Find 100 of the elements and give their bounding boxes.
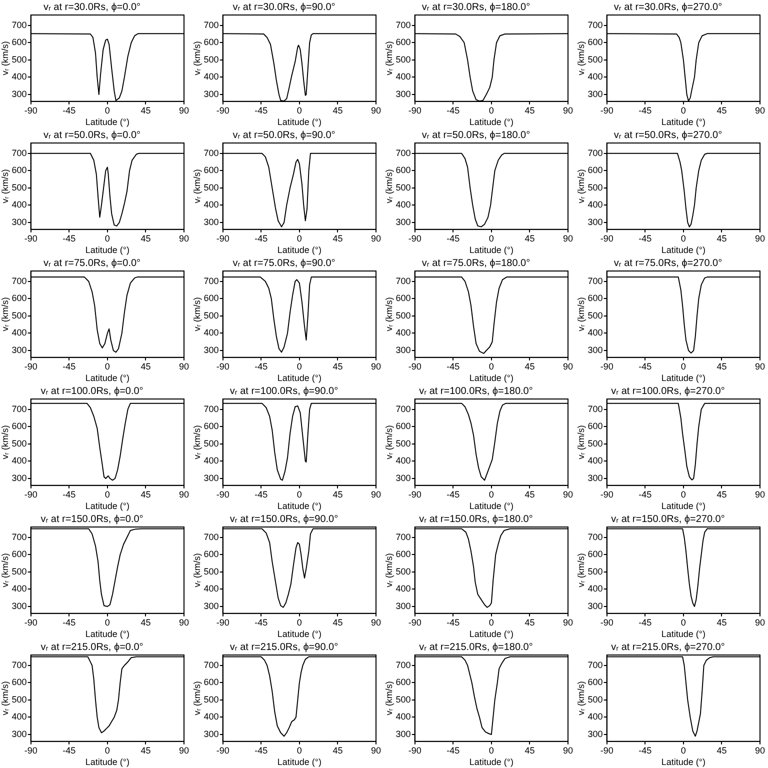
y-tick-label: 700	[396, 148, 411, 158]
x-tick-label: -90	[216, 617, 230, 628]
x-tick-label: 90	[370, 745, 382, 756]
y-tick-label: 400	[396, 712, 411, 722]
x-tick-label: 0	[680, 233, 686, 244]
y-tick-label: 400	[12, 200, 27, 210]
x-tick-label: 90	[178, 105, 190, 116]
y-tick-label: 400	[12, 72, 27, 82]
y-axis-title: vᵣ (km/s)	[0, 169, 10, 204]
y-tick-label: 600	[204, 549, 219, 560]
y-tick-label: 400	[588, 456, 603, 466]
x-tick-label: 45	[140, 361, 151, 372]
x-tick-label: 90	[562, 361, 574, 372]
x-tick-label: 90	[754, 233, 766, 244]
y-axis-title: vᵣ (km/s)	[576, 169, 586, 204]
y-tick-label: 600	[396, 165, 411, 176]
x-tick-label: -45	[446, 105, 460, 116]
x-tick-label: -90	[408, 361, 422, 372]
x-tick-label: 45	[524, 361, 535, 372]
y-tick-label: 400	[396, 72, 411, 82]
x-tick-label: 0	[296, 105, 302, 116]
y-axis-title: vᵣ (km/s)	[192, 169, 202, 204]
x-tick-label: 0	[296, 617, 302, 628]
x-tick-label: -90	[408, 489, 422, 500]
y-tick-label: 500	[12, 694, 27, 704]
y-tick-label: 300	[12, 472, 27, 483]
x-tick-label: 45	[524, 105, 535, 116]
chart-title: vᵣ at r=75.0Rs, ϕ=0.0°	[43, 258, 141, 269]
chart-title: vᵣ at r=30.0Rs, ϕ=270.0°	[614, 2, 722, 13]
y-tick-label: 300	[204, 472, 219, 483]
x-axis-title: Latitude (°)	[661, 501, 706, 512]
x-tick-label: 0	[296, 489, 302, 500]
x-axis-title: Latitude (°)	[277, 245, 322, 256]
x-tick-label: 0	[488, 489, 494, 500]
y-tick-label: 700	[12, 148, 27, 158]
y-tick-label: 500	[588, 694, 603, 704]
x-axis-title: Latitude (°)	[277, 757, 322, 768]
y-tick-label: 300	[204, 216, 219, 227]
x-tick-label: 90	[754, 617, 766, 628]
y-tick-label: 300	[396, 600, 411, 611]
x-axis-title: Latitude (°)	[661, 245, 706, 256]
x-tick-label: 45	[716, 361, 727, 372]
chart-title: vᵣ at r=215.0Rs, ϕ=0.0°	[40, 642, 144, 653]
y-tick-label: 400	[12, 456, 27, 466]
x-axis-title: Latitude (°)	[277, 501, 322, 512]
y-axis-title: vᵣ (km/s)	[384, 553, 394, 588]
chart-title: vᵣ at r=50.0Rs, ϕ=90.0°	[232, 130, 336, 141]
y-tick-label: 300	[396, 472, 411, 483]
x-tick-label: -45	[254, 489, 268, 500]
x-axis-title: Latitude (°)	[469, 629, 514, 640]
y-tick-label: 400	[396, 456, 411, 466]
x-tick-label: -90	[24, 105, 38, 116]
y-axis-title: vᵣ (km/s)	[384, 41, 394, 76]
x-tick-label: 45	[140, 745, 151, 756]
x-tick-label: 0	[104, 617, 110, 628]
y-tick-label: 700	[588, 404, 603, 414]
y-axis-title: vᵣ (km/s)	[384, 425, 394, 460]
y-tick-label: 700	[396, 20, 411, 30]
y-tick-label: 500	[12, 566, 27, 576]
y-tick-label: 700	[204, 276, 219, 286]
y-tick-label: 700	[204, 660, 219, 670]
y-axis-title: vᵣ (km/s)	[0, 681, 10, 716]
x-tick-label: -90	[24, 489, 38, 500]
x-tick-label: -90	[216, 489, 230, 500]
chart-title: vᵣ at r=50.0Rs, ϕ=180.0°	[422, 130, 530, 141]
x-tick-label: 45	[332, 617, 343, 628]
y-tick-label: 700	[204, 404, 219, 414]
x-tick-label: 90	[370, 233, 382, 244]
y-tick-label: 500	[588, 182, 603, 192]
y-tick-label: 500	[12, 310, 27, 320]
y-tick-label: 400	[396, 328, 411, 338]
y-tick-label: 400	[204, 328, 219, 338]
y-tick-label: 300	[204, 88, 219, 99]
y-tick-label: 700	[396, 276, 411, 286]
x-axis-title: Latitude (°)	[661, 757, 706, 768]
y-tick-label: 400	[588, 200, 603, 210]
x-tick-label: 0	[488, 617, 494, 628]
x-axis-title: Latitude (°)	[661, 373, 706, 384]
y-tick-label: 300	[12, 216, 27, 227]
x-tick-label: 45	[140, 233, 151, 244]
x-tick-label: -90	[24, 745, 38, 756]
y-tick-label: 700	[12, 660, 27, 670]
x-tick-label: -45	[638, 617, 652, 628]
y-tick-label: 700	[588, 20, 603, 30]
x-tick-label: -45	[446, 361, 460, 372]
y-axis-title: vᵣ (km/s)	[576, 41, 586, 76]
y-tick-label: 500	[396, 182, 411, 192]
x-tick-label: -45	[638, 745, 652, 756]
x-tick-label: 90	[562, 233, 574, 244]
y-axis-title: vᵣ (km/s)	[192, 425, 202, 460]
y-tick-label: 500	[588, 566, 603, 576]
chart-title: vᵣ at r=100.0Rs, ϕ=180.0°	[419, 386, 533, 397]
y-tick-label: 500	[204, 310, 219, 320]
y-tick-label: 300	[12, 344, 27, 355]
y-tick-label: 600	[588, 165, 603, 176]
x-tick-label: 90	[754, 745, 766, 756]
y-tick-label: 300	[396, 216, 411, 227]
x-tick-label: -90	[24, 361, 38, 372]
y-axis-title: vᵣ (km/s)	[0, 41, 10, 76]
x-tick-label: 45	[716, 617, 727, 628]
